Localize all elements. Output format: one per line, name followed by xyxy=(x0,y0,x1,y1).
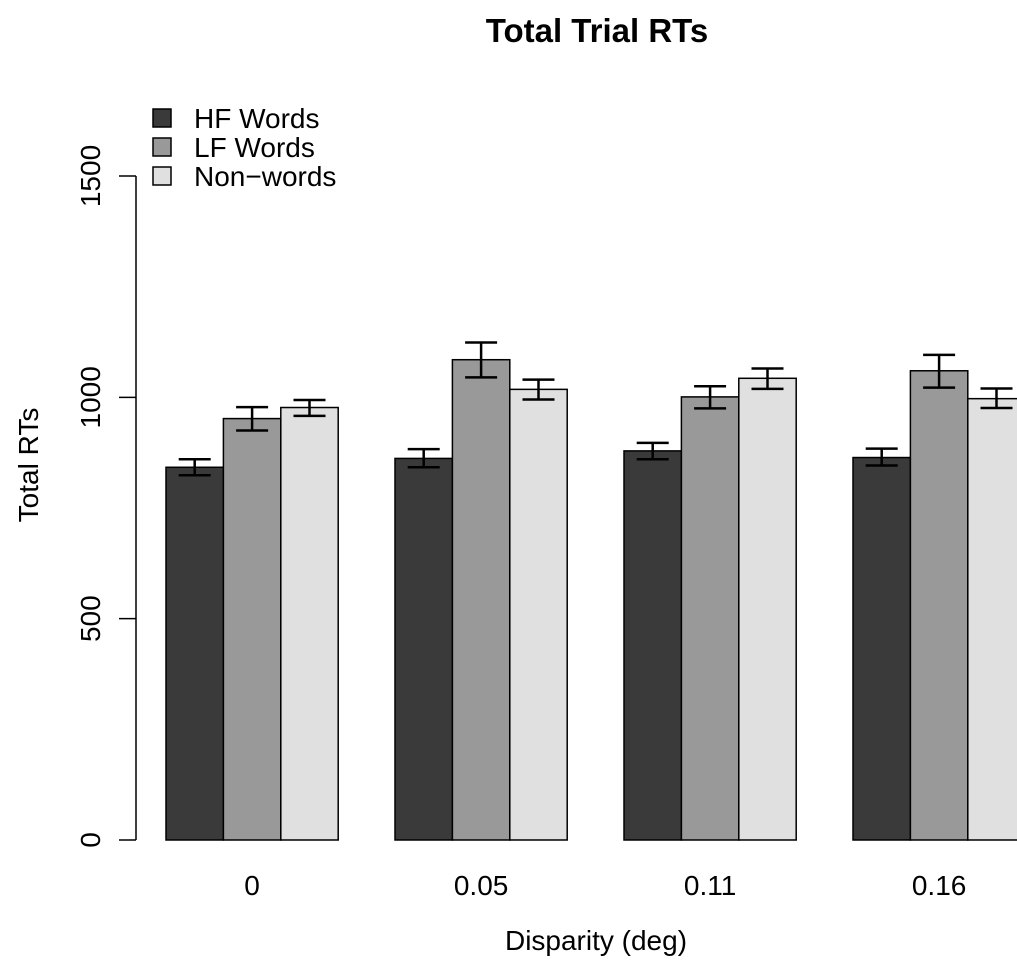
x-tick-label: 0.05 xyxy=(454,870,509,901)
bar xyxy=(967,397,1017,841)
x-axis-label: Disparity (deg) xyxy=(505,925,687,956)
bar xyxy=(738,377,797,841)
error-bar xyxy=(236,405,269,432)
y-tick-label: 1000 xyxy=(75,366,106,428)
bar xyxy=(909,370,969,841)
error-bar xyxy=(178,458,211,477)
error-bar xyxy=(923,353,956,389)
y-tick-label: 1500 xyxy=(75,145,106,207)
x-axis: 0 0.05 0.11 0.16 xyxy=(244,870,966,901)
y-tick-label: 0 xyxy=(75,832,106,848)
y-axis-label: Total RTs xyxy=(13,408,44,523)
error-bar xyxy=(980,387,1013,410)
legend-swatch xyxy=(152,166,172,186)
bar xyxy=(509,388,568,841)
x-tick-label: 0.11 xyxy=(684,870,736,901)
bar xyxy=(165,466,225,841)
error-bar xyxy=(465,341,498,379)
legend-item: HF Words xyxy=(152,103,320,134)
error-bar xyxy=(522,378,555,401)
x-tick-label: 0.16 xyxy=(912,870,967,901)
error-bar xyxy=(694,385,727,410)
bar xyxy=(222,417,282,841)
error-bar xyxy=(865,447,898,467)
legend-label: LF Words xyxy=(194,132,315,163)
y-tick-label: 500 xyxy=(75,595,106,642)
legend-label: Non−words xyxy=(194,161,336,192)
error-bar xyxy=(751,367,784,391)
x-tick-label: 0 xyxy=(244,870,260,901)
chart-title: Total Trial RTs xyxy=(486,12,708,49)
bar xyxy=(280,406,339,841)
bar xyxy=(680,396,740,841)
legend-swatch xyxy=(152,137,172,157)
legend-item: Non−words xyxy=(152,161,336,192)
plot-area xyxy=(165,341,1017,841)
error-bar xyxy=(636,441,669,461)
y-axis: 0 500 1000 1500 xyxy=(75,145,137,848)
bar xyxy=(394,457,454,841)
legend-item: LF Words xyxy=(152,132,315,163)
bar xyxy=(852,456,912,841)
error-bar xyxy=(407,447,440,469)
legend-swatch xyxy=(152,108,172,128)
legend-label: HF Words xyxy=(194,103,320,134)
error-bar xyxy=(293,398,326,418)
bar xyxy=(623,450,683,841)
bar xyxy=(451,358,511,841)
